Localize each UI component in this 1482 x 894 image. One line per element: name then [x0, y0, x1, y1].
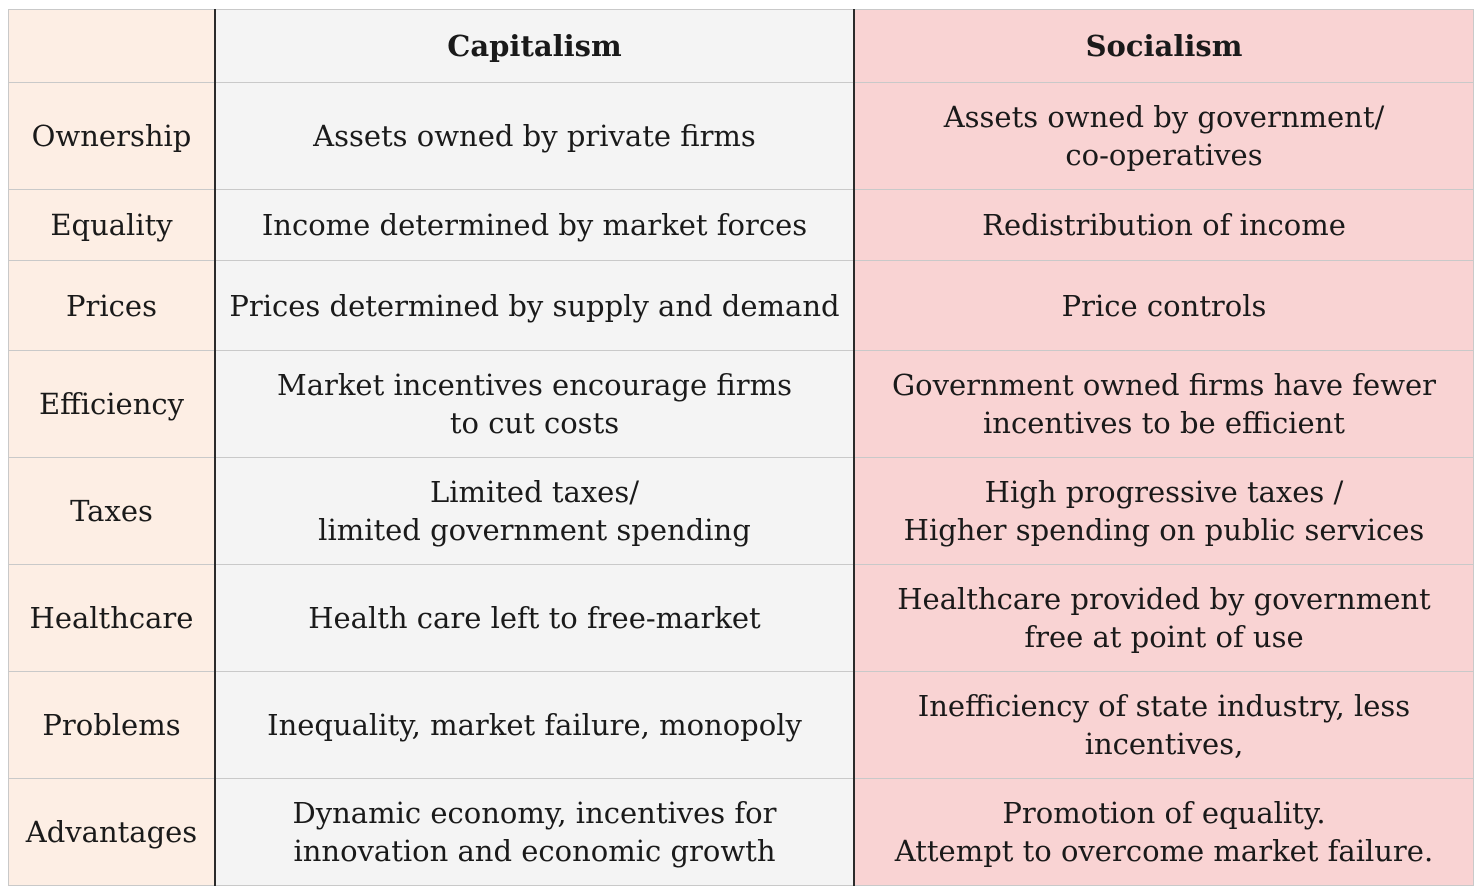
capitalism-advantages-cell: Dynamic economy, incentives for innovati…	[214, 778, 855, 886]
row-label-problems: Problems	[7, 671, 216, 779]
capitalism-advantages-text-line2: innovation and economic growth	[293, 834, 776, 868]
capitalism-equality-cell: Income determined by market forces	[214, 189, 855, 261]
socialism-equality-text: Redistribution of income	[982, 208, 1346, 242]
row-label-efficiency: Efficiency	[7, 350, 216, 458]
capitalism-problems-cell: Inequality, market failure, monopoly	[214, 671, 855, 779]
row-label-advantages: Advantages	[7, 778, 216, 886]
capitalism-taxes-cell: Limited taxes/ limited government spendi…	[214, 457, 855, 565]
capitalism-healthcare-text: Health care left to free-market	[308, 601, 761, 635]
socialism-healthcare-cell: Healthcare provided by government free a…	[853, 564, 1474, 672]
capitalism-equality-text: Income determined by market forces	[261, 208, 808, 242]
socialism-advantages-cell: Promotion of equality. Attempt to overco…	[853, 778, 1474, 886]
header-row: Capitalism Socialism	[7, 9, 1474, 83]
capitalism-ownership-cell: Assets owned by private firms	[214, 82, 855, 190]
table-row-prices: Prices Prices determined by supply and d…	[7, 260, 1474, 351]
capitalism-prices-cell: Prices determined by supply and demand	[214, 260, 855, 351]
socialism-prices-cell: Price controls	[853, 260, 1474, 351]
socialism-ownership-cell: Assets owned by government/ co-operative…	[853, 82, 1474, 190]
socialism-equality-cell: Redistribution of income	[853, 189, 1474, 261]
table-row-efficiency: Efficiency Market incentives encourage f…	[7, 350, 1474, 458]
row-label-taxes: Taxes	[7, 457, 216, 565]
socialism-ownership-text-line1: Assets owned by government/	[943, 100, 1385, 134]
socialism-efficiency-text-line1: Government owned firms have fewer	[891, 368, 1437, 402]
socialism-problems-cell: Inefficiency of state industry, less inc…	[853, 671, 1474, 779]
table-row-taxes: Taxes Limited taxes/ limited government …	[7, 457, 1474, 565]
table-row-healthcare: Healthcare Health care left to free-mark…	[7, 564, 1474, 672]
socialism-problems-text-line2: incentives,	[1084, 727, 1244, 761]
capitalism-taxes-text-line2: limited government spending	[318, 513, 751, 547]
socialism-prices-text: Price controls	[1061, 288, 1267, 323]
socialism-healthcare-text-line2: free at point of use	[1024, 620, 1304, 654]
table-row-advantages: Advantages Dynamic economy, incentives f…	[7, 778, 1474, 886]
capitalism-problems-text: Inequality, market failure, monopoly	[267, 708, 802, 742]
row-label-equality: Equality	[7, 189, 216, 261]
row-label-healthcare: Healthcare	[7, 564, 216, 672]
socialism-healthcare-text-line1: Healthcare provided by government	[897, 582, 1431, 616]
comparison-table: Capitalism Socialism Ownership Assets ow…	[7, 9, 1474, 886]
header-socialism: Socialism	[853, 9, 1474, 83]
capitalism-prices-text: Prices determined by supply and demand	[229, 288, 840, 323]
table-row-ownership: Ownership Assets owned by private firms …	[7, 82, 1474, 190]
socialism-advantages-text-line2: Attempt to overcome market failure.	[894, 834, 1434, 868]
socialism-efficiency-text-line2: incentives to be efficient	[983, 406, 1345, 440]
capitalism-ownership-text: Assets owned by private firms	[313, 119, 756, 153]
capitalism-efficiency-text-line1: Market incentives encourage firms	[277, 368, 792, 402]
row-label-ownership: Ownership	[7, 82, 216, 190]
capitalism-efficiency-cell: Market incentives encourage firms to cut…	[214, 350, 855, 458]
row-label-prices: Prices	[7, 260, 216, 351]
socialism-advantages-text-line1: Promotion of equality.	[1002, 796, 1326, 830]
table-row-problems: Problems Inequality, market failure, mon…	[7, 671, 1474, 779]
socialism-efficiency-cell: Government owned firms have fewer incent…	[853, 350, 1474, 458]
header-capitalism: Capitalism	[214, 9, 855, 83]
socialism-problems-text-line1: Inefficiency of state industry, less	[917, 689, 1411, 723]
capitalism-efficiency-text-line2: to cut costs	[449, 406, 620, 440]
socialism-taxes-text-line2: Higher spending on public services	[903, 513, 1425, 547]
capitalism-advantages-text-line1: Dynamic economy, incentives for	[292, 796, 777, 830]
socialism-taxes-cell: High progressive taxes / Higher spending…	[853, 457, 1474, 565]
socialism-taxes-text-line1: High progressive taxes /	[984, 475, 1344, 509]
table-row-equality: Equality Income determined by market for…	[7, 189, 1474, 261]
capitalism-healthcare-cell: Health care left to free-market	[214, 564, 855, 672]
header-corner-cell	[7, 9, 216, 83]
socialism-ownership-text-line2: co-operatives	[1065, 138, 1263, 172]
capitalism-taxes-text-line1: Limited taxes/	[429, 475, 639, 509]
